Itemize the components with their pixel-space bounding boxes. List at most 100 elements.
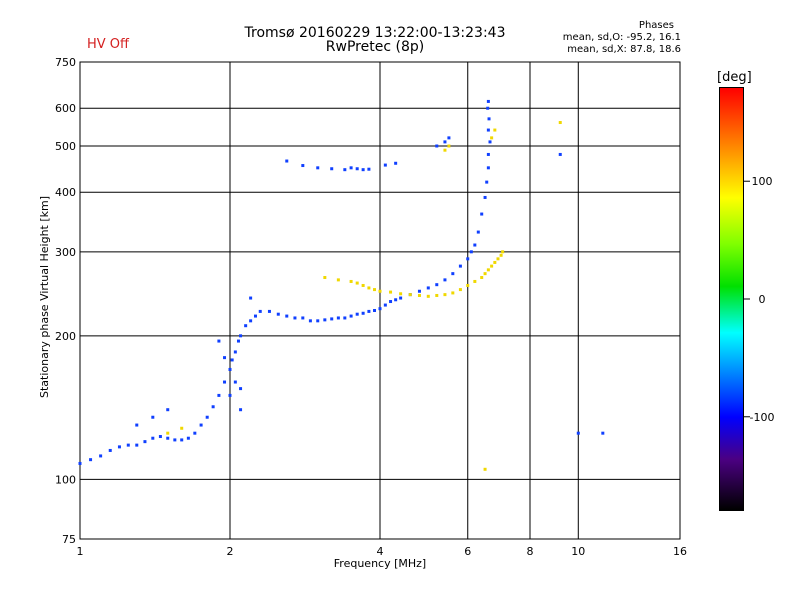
data-point	[394, 161, 398, 165]
data-point	[389, 300, 393, 304]
data-point	[151, 415, 155, 419]
data-point	[223, 356, 227, 360]
data-point	[323, 318, 327, 322]
data-point	[217, 393, 221, 397]
data-point	[447, 136, 451, 140]
y-tick-label: 300	[55, 246, 76, 259]
data-point	[486, 152, 490, 156]
data-point	[373, 288, 377, 292]
data-point	[239, 408, 243, 412]
data-point	[223, 380, 227, 384]
data-point	[166, 431, 170, 435]
data-point	[253, 314, 257, 318]
data-point	[249, 296, 253, 300]
data-point	[236, 339, 240, 343]
data-point	[108, 448, 112, 452]
data-point	[480, 212, 484, 216]
data-point	[126, 443, 130, 447]
data-point	[173, 438, 177, 442]
y-tick-label: 400	[55, 186, 76, 199]
data-point	[373, 308, 377, 312]
data-point	[217, 339, 221, 343]
data-point	[330, 317, 334, 321]
data-point	[383, 303, 387, 307]
data-point	[211, 405, 215, 409]
data-point	[336, 278, 340, 282]
data-point	[485, 180, 489, 184]
data-point	[394, 298, 398, 302]
data-point	[558, 121, 562, 125]
data-point	[501, 250, 505, 254]
data-point	[443, 148, 447, 152]
data-point	[249, 319, 253, 323]
data-point	[483, 272, 487, 276]
phase-colorbar	[719, 87, 744, 511]
data-point	[233, 380, 237, 384]
data-point	[367, 309, 371, 313]
data-point	[228, 367, 232, 371]
data-point	[199, 423, 203, 427]
y-tick-label: 75	[62, 533, 76, 546]
data-point	[458, 288, 462, 292]
data-point	[308, 319, 312, 323]
data-point	[285, 159, 289, 163]
data-point	[143, 440, 147, 444]
data-point	[239, 387, 243, 391]
x-tick-label: 4	[377, 545, 384, 558]
data-point	[89, 458, 93, 462]
data-point	[466, 257, 470, 261]
x-axis-label: Frequency [MHz]	[333, 557, 427, 570]
data-point	[443, 140, 447, 144]
data-point	[230, 358, 234, 362]
data-point	[316, 319, 320, 323]
data-point	[496, 257, 500, 261]
data-point	[490, 264, 494, 268]
data-point	[493, 128, 497, 132]
data-point	[451, 291, 455, 295]
data-point	[135, 423, 139, 427]
data-point	[483, 195, 487, 199]
data-point	[488, 140, 492, 144]
data-point	[330, 167, 334, 171]
x-tick-label: 16	[673, 545, 687, 558]
data-point	[361, 168, 365, 172]
data-point	[493, 260, 497, 264]
data-point	[323, 276, 327, 280]
data-point	[239, 334, 243, 338]
colorbar-tick-label: -100	[750, 411, 775, 424]
data-point	[361, 283, 365, 287]
data-point	[233, 350, 237, 354]
colorbar-tick-label: 0	[759, 293, 766, 306]
chart-title: Tromsø 20160229 13:22:00-13:23:43	[244, 25, 506, 41]
data-point	[490, 136, 494, 140]
data-point	[349, 314, 353, 318]
data-point	[355, 281, 359, 285]
data-point	[361, 311, 365, 315]
data-point	[486, 99, 490, 103]
data-point	[458, 264, 462, 268]
x-tick-label: 1	[77, 545, 84, 558]
data-point	[285, 314, 289, 318]
data-point	[476, 230, 480, 234]
data-point	[336, 316, 340, 320]
data-point	[383, 163, 387, 167]
data-point	[244, 324, 248, 328]
y-tick-label: 500	[55, 140, 76, 153]
data-point	[435, 293, 439, 297]
data-point	[473, 243, 477, 247]
y-tick-label: 200	[55, 330, 76, 343]
data-point	[486, 166, 490, 170]
data-point	[378, 307, 382, 311]
phases-x-stats: mean, sd,X: 87.8, 18.6	[567, 44, 681, 55]
data-point	[576, 431, 580, 435]
y-tick-label: 600	[55, 102, 76, 115]
data-point	[135, 443, 139, 447]
x-tick-label: 8	[527, 545, 534, 558]
x-tick-label: 10	[571, 545, 585, 558]
data-point	[435, 144, 439, 148]
data-point	[443, 293, 447, 297]
data-point	[166, 436, 170, 440]
data-point	[558, 152, 562, 156]
data-point	[601, 431, 605, 435]
